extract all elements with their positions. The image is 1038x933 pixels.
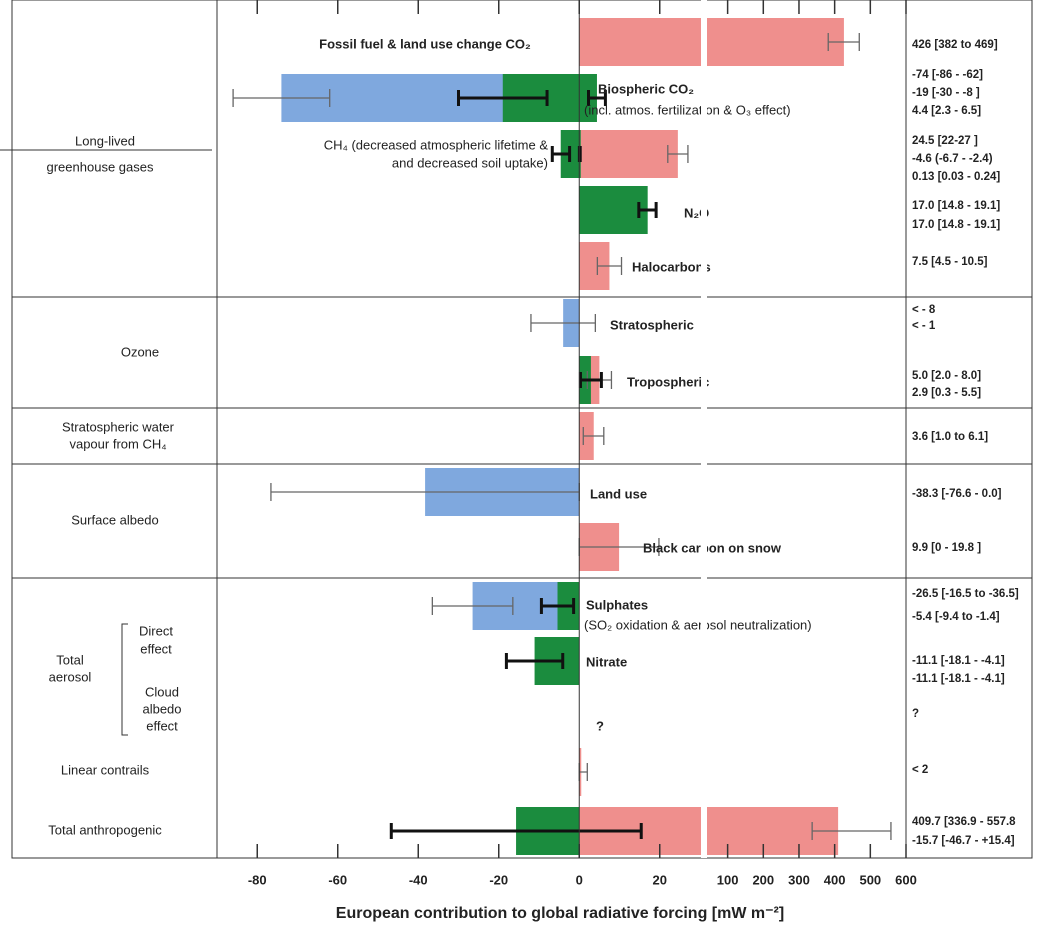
error-bar <box>530 314 596 332</box>
value-label: 3.6 [1.0 to 6.1] <box>912 431 988 443</box>
group-label: aerosol <box>49 669 92 684</box>
error-bar <box>667 145 689 163</box>
bar <box>579 186 648 234</box>
group-label: Total <box>56 652 84 667</box>
value-label: 409.7 [336.9 - 557.8 <box>912 816 1016 828</box>
bar <box>579 130 678 178</box>
value-label: 17.0 [14.8 - 19.1] <box>912 200 1000 212</box>
value-label: -5.4 [-9.4 to -1.4] <box>912 611 1000 623</box>
bar-label: Halocarbons <box>632 259 711 274</box>
bar-label: Sulphates <box>586 597 648 612</box>
error-bar <box>550 146 572 162</box>
value-label: -19 [-30 - -8 ] <box>912 87 980 99</box>
x-tick-label: -80 <box>248 872 267 887</box>
value-label: 4.4 [2.3 - 6.5] <box>912 105 981 117</box>
bar-label: Nitrate <box>586 654 627 669</box>
error-bar <box>578 372 603 388</box>
x-tick-label: -60 <box>328 872 347 887</box>
x-axis-title: European contribution to global radiativ… <box>336 905 784 922</box>
x-tick-label: 0 <box>576 872 583 887</box>
value-label: 9.9 [0 - 19.8 ] <box>912 542 981 554</box>
value-label: -4.6 (-6.7 - -2.4) <box>912 153 993 165</box>
group-label: Long-lived <box>75 133 135 148</box>
error-bar <box>431 597 514 615</box>
value-label: -74 [-86 - -62] <box>912 69 983 81</box>
bar-label: (incl. atmos. fertilization & O₃ effect) <box>584 102 791 117</box>
error-bar <box>539 598 576 614</box>
group-label: Cloud <box>145 684 179 699</box>
error-bar <box>232 89 331 107</box>
error-bar <box>587 90 607 106</box>
bar <box>579 18 844 66</box>
value-label: -26.5 [-16.5 to -36.5] <box>912 588 1019 600</box>
bar-label: Stratospheric <box>610 317 694 332</box>
axis-break <box>701 0 707 858</box>
group-label: effect <box>140 641 172 656</box>
value-label: 426 [382 to 469] <box>912 39 998 51</box>
error-bar <box>811 822 892 840</box>
x-tick-label: 400 <box>824 872 846 887</box>
x-tick-label: 500 <box>859 872 881 887</box>
error-bar <box>827 33 860 51</box>
group-label: effect <box>146 718 178 733</box>
bar-label: Land use <box>590 486 647 501</box>
value-label: < - 8 <box>912 304 936 316</box>
error-bar <box>637 202 658 218</box>
error-bar <box>389 823 643 839</box>
bar-label: CH₄ (decreased atmospheric lifetime & <box>324 137 549 152</box>
value-label: 0.13 [0.03 - 0.24] <box>912 171 1000 183</box>
error-bar <box>582 427 605 445</box>
group-label: Surface albedo <box>71 512 158 527</box>
value-label: 17.0 [14.8 - 19.1] <box>912 219 1000 231</box>
value-label: < 2 <box>912 764 928 776</box>
value-label: -11.1 [-18.1 - -4.1] <box>912 655 1005 667</box>
group-label: greenhouse gases <box>47 159 154 174</box>
value-label: 24.5 [22-27 ] <box>912 135 978 147</box>
bar-label: and decreased soil uptake) <box>392 155 548 170</box>
error-bar <box>504 653 565 669</box>
x-tick-label: 200 <box>752 872 774 887</box>
value-label: ? <box>912 708 919 720</box>
value-label: -15.7 [-46.7 - +15.4] <box>912 835 1015 847</box>
bracket <box>121 623 128 736</box>
group-label: Direct <box>139 623 173 638</box>
value-label: -38.3 [-76.6 - 0.0] <box>912 488 1002 500</box>
value-label: < - 1 <box>912 320 936 332</box>
x-tick-label: 600 <box>895 872 917 887</box>
value-label: 7.5 [4.5 - 10.5] <box>912 256 988 268</box>
x-tick-label: -20 <box>489 872 508 887</box>
error-bar <box>596 257 623 275</box>
value-label: 2.9 [0.3 - 5.5] <box>912 387 981 399</box>
group-label: vapour from CH₄ <box>69 436 166 451</box>
bar-label: Fossil fuel & land use change CO₂ <box>319 36 531 51</box>
group-label: albedo <box>142 701 181 716</box>
bar-label: Black carbon on snow <box>643 540 782 555</box>
bar-label: ? <box>596 718 604 733</box>
group-label: Stratospheric water <box>62 419 175 434</box>
x-tick-label: 100 <box>717 872 739 887</box>
group-label: Total anthropogenic <box>48 822 162 837</box>
group-label: Linear contrails <box>61 762 150 777</box>
group-label: Ozone <box>121 344 159 359</box>
bar-label: Biospheric CO₂ <box>598 81 694 96</box>
frame <box>11 0 1033 859</box>
error-bar <box>457 90 549 106</box>
bar-label: Tropospheric <box>627 374 709 389</box>
x-tick-label: -40 <box>409 872 428 887</box>
x-tick-label: 300 <box>788 872 810 887</box>
x-tick-label: 20 <box>653 872 667 887</box>
value-label: -11.1 [-18.1 - -4.1] <box>912 673 1005 685</box>
value-label: 5.0 [2.0 - 8.0] <box>912 370 981 382</box>
bar-label: (SO₂ oxidation & aerosol neutralization) <box>584 617 812 632</box>
